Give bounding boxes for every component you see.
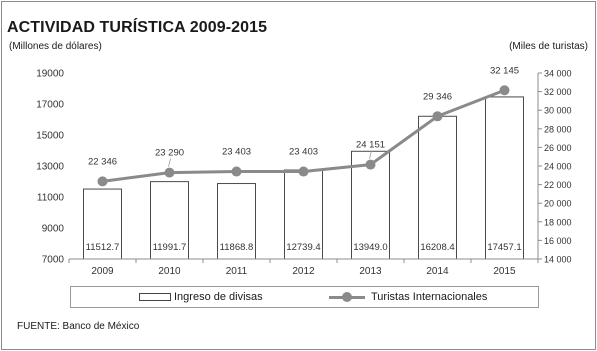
legend-bar-label: Ingreso de divisas <box>174 291 263 303</box>
bar-value-label: 11868.8 <box>220 242 254 253</box>
x-tick-label: 2013 <box>359 266 382 277</box>
right-tick-label: 16 000 <box>544 236 572 246</box>
bar-value-label: 17457.1 <box>487 242 521 253</box>
bar <box>485 96 524 260</box>
right-tick-label: 30 000 <box>544 106 572 116</box>
bar <box>284 169 323 260</box>
left-tick-label: 15000 <box>36 131 64 142</box>
line-point <box>298 166 309 177</box>
source-note: FUENTE: Banco de México <box>17 321 140 332</box>
left-tick-label: 17000 <box>36 100 64 111</box>
right-tick-label: 22 000 <box>544 180 572 190</box>
bar-value-label: 12739.4 <box>286 242 320 253</box>
right-tick-label: 34 000 <box>544 69 572 79</box>
line-value-label: 22 346 <box>88 156 117 167</box>
bar-value-label: 16208.4 <box>420 242 454 253</box>
legend-bar-swatch <box>139 293 171 301</box>
left-tick-label: 19000 <box>36 69 64 80</box>
line-value-label: 32 145 <box>490 65 519 76</box>
line-point <box>97 176 108 187</box>
bar-value-label: 13949.0 <box>353 242 387 253</box>
line-value-label: 23 403 <box>222 147 251 158</box>
left-tick-label: 9000 <box>42 224 65 235</box>
label-leader <box>369 150 372 159</box>
legend-item-bar: Ingreso de divisas <box>139 290 263 304</box>
x-tick-label: 2011 <box>226 266 248 277</box>
bar-value-label: 11991.7 <box>153 242 187 253</box>
line-value-label: 24 151 <box>356 140 385 151</box>
legend-line-swatch <box>329 290 365 304</box>
label-leader <box>168 158 171 167</box>
chart-legend: Ingreso de divisas Turistas Internaciona… <box>70 286 539 308</box>
x-tick-label: 2014 <box>426 266 449 277</box>
right-tick-label: 28 000 <box>544 124 572 134</box>
line-point <box>499 85 510 96</box>
legend-item-line: Turistas Internacionales <box>329 290 487 304</box>
right-tick-label: 26 000 <box>544 143 572 153</box>
x-tick-label: 2009 <box>91 266 114 277</box>
x-tick-label: 2010 <box>158 266 181 277</box>
right-tick-label: 24 000 <box>544 162 572 172</box>
right-axis-label: (Miles de turistas) <box>509 41 588 52</box>
bar <box>217 183 256 260</box>
line-point <box>231 166 242 177</box>
left-tick-label: 11000 <box>37 193 65 204</box>
x-tick-label: 2012 <box>292 266 315 277</box>
left-tick-label: 13000 <box>36 162 64 173</box>
line-value-label: 23 403 <box>289 147 318 158</box>
right-tick-label: 20 000 <box>544 199 572 209</box>
x-tick-label: 2015 <box>493 266 516 277</box>
line-value-label: 23 290 <box>155 148 184 159</box>
right-tick-label: 18 000 <box>544 217 572 227</box>
bar <box>83 188 122 260</box>
line-value-label: 29 346 <box>423 91 452 102</box>
line-point <box>164 167 175 178</box>
left-axis-label: (Millones de dólares) <box>9 41 102 52</box>
right-tick-label: 32 000 <box>544 87 572 97</box>
chart-title: ACTIVIDAD TURÍSTICA 2009-2015 <box>7 19 268 36</box>
line-point <box>432 111 443 122</box>
bar <box>150 181 189 260</box>
left-tick-label: 7000 <box>42 255 65 266</box>
bar-value-label: 11512.7 <box>86 242 120 253</box>
legend-line-label: Turistas Internacionales <box>371 291 488 303</box>
line-point <box>365 159 376 170</box>
right-tick-label: 14 000 <box>544 255 572 265</box>
bar <box>418 115 457 260</box>
